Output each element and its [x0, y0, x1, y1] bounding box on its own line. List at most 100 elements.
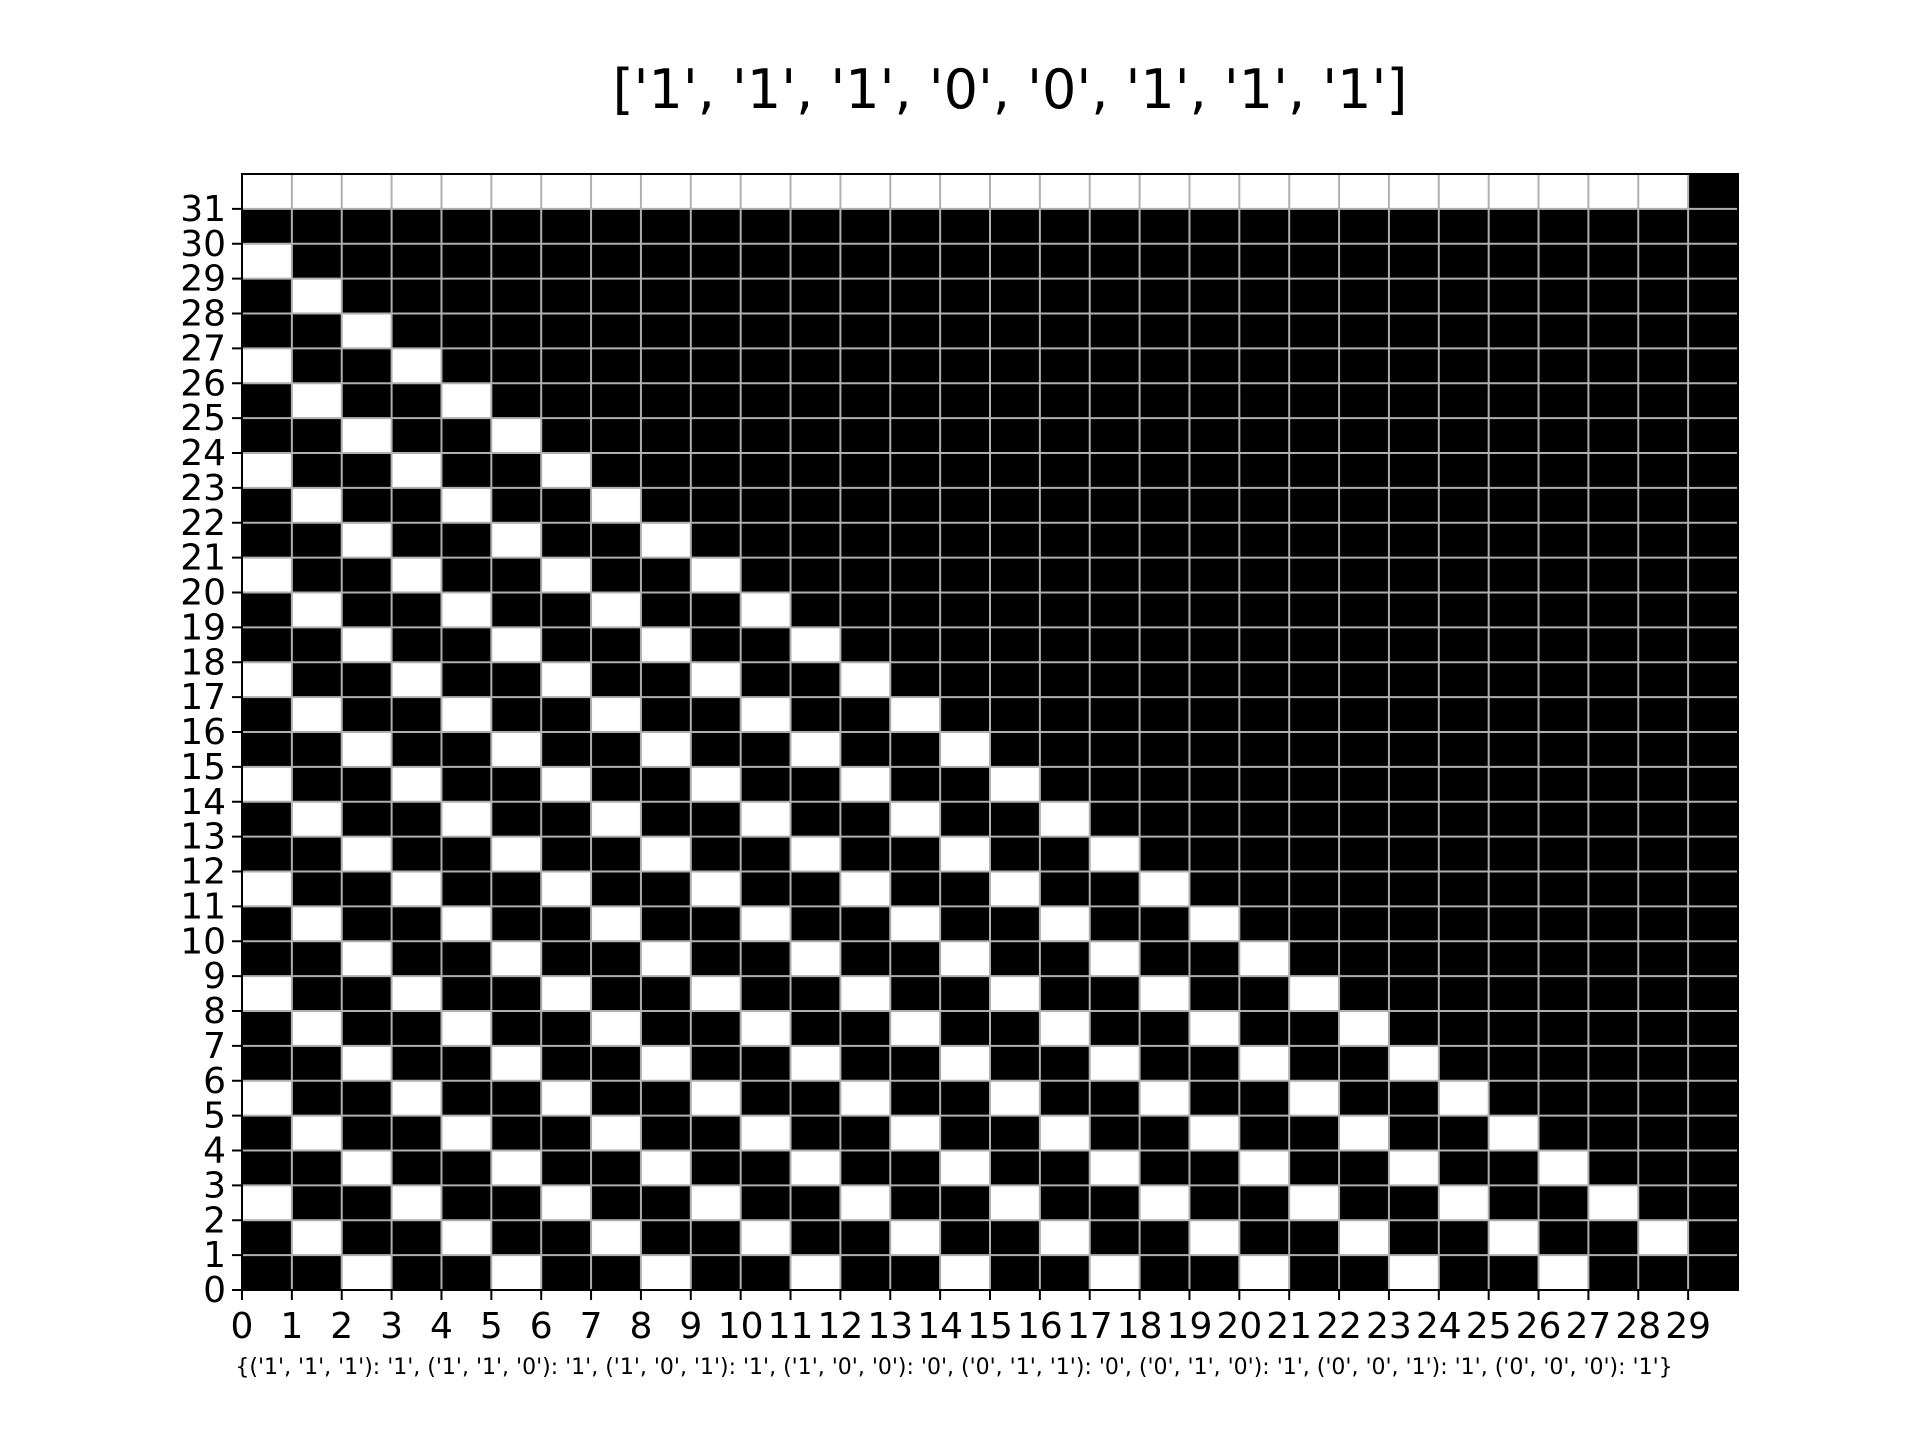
cell-25-3 — [1488, 1150, 1539, 1186]
cell-17-12 — [1089, 836, 1140, 872]
cell-20-7 — [1239, 1011, 1290, 1047]
cell-6-14 — [541, 766, 592, 803]
cell-20-16 — [1239, 697, 1290, 733]
cell-12-29 — [840, 243, 891, 279]
cell-0-17 — [242, 662, 293, 698]
cell-25-31 — [1488, 174, 1539, 210]
cell-27-31 — [1588, 174, 1639, 210]
cell-21-1 — [1289, 1220, 1340, 1256]
cell-0-11 — [242, 871, 293, 907]
cell-2-31 — [341, 174, 392, 210]
cell-1-22 — [291, 487, 343, 524]
cell-17-20 — [1089, 557, 1140, 593]
cell-12-2 — [840, 1185, 891, 1221]
cell-29-22 — [1688, 487, 1739, 524]
cell-4-17 — [441, 662, 492, 698]
cell-5-19 — [491, 592, 542, 628]
cell-17-7 — [1089, 1011, 1140, 1047]
cell-14-26 — [940, 348, 991, 384]
cell-12-15 — [840, 732, 891, 768]
cell-6-23 — [541, 453, 592, 489]
cell-4-16 — [441, 697, 492, 733]
cell-16-21 — [1039, 522, 1091, 558]
cell-4-26 — [441, 348, 492, 384]
cell-10-12 — [740, 836, 791, 872]
cell-10-22 — [740, 487, 791, 524]
cell-1-30 — [291, 208, 343, 245]
cell-19-7 — [1189, 1011, 1240, 1047]
cell-3-20 — [391, 557, 442, 593]
cell-10-19 — [740, 592, 791, 628]
cell-7-16 — [591, 697, 642, 733]
cell-12-18 — [840, 627, 891, 663]
cell-17-24 — [1089, 418, 1140, 454]
cell-1-14 — [291, 766, 343, 803]
cell-2-28 — [341, 278, 392, 314]
cell-9-7 — [690, 1011, 741, 1047]
cell-20-12 — [1239, 836, 1290, 872]
cell-16-17 — [1039, 662, 1091, 698]
cell-17-23 — [1089, 453, 1140, 489]
cell-14-12 — [940, 836, 991, 872]
cell-17-13 — [1089, 801, 1140, 837]
cell-19-29 — [1189, 243, 1240, 279]
y-tick-label-27: 27 — [180, 328, 226, 369]
cell-29-5 — [1688, 1080, 1739, 1116]
cell-29-30 — [1688, 208, 1739, 245]
cell-22-3 — [1339, 1150, 1390, 1186]
chart-title: ['1', '1', '1', '0', '0', '1', '1', '1'] — [613, 58, 1408, 121]
cell-20-6 — [1239, 1045, 1290, 1082]
cell-1-27 — [291, 313, 343, 349]
cell-29-2 — [1688, 1185, 1739, 1221]
cell-20-14 — [1239, 766, 1290, 803]
cell-6-31 — [541, 174, 592, 210]
cell-14-15 — [940, 732, 991, 768]
cell-1-11 — [291, 871, 343, 907]
cell-13-20 — [890, 557, 941, 593]
cell-13-18 — [890, 627, 941, 663]
cell-23-27 — [1388, 313, 1440, 349]
cell-12-11 — [840, 871, 891, 907]
cell-18-24 — [1139, 418, 1190, 454]
cell-24-3 — [1438, 1150, 1489, 1186]
cell-7-18 — [591, 627, 642, 663]
cell-9-6 — [690, 1045, 741, 1082]
cell-18-18 — [1139, 627, 1190, 663]
cell-13-29 — [890, 243, 941, 279]
cell-2-9 — [341, 941, 392, 977]
cell-16-16 — [1039, 697, 1091, 733]
cell-3-13 — [391, 801, 442, 837]
cell-1-12 — [291, 836, 343, 872]
cell-12-23 — [840, 453, 891, 489]
cell-8-19 — [640, 592, 692, 628]
cell-19-25 — [1189, 383, 1240, 419]
cell-25-10 — [1488, 906, 1539, 942]
cell-25-14 — [1488, 766, 1539, 803]
cell-6-25 — [541, 383, 592, 419]
cell-3-25 — [391, 383, 442, 419]
cell-16-11 — [1039, 871, 1091, 907]
cell-2-15 — [341, 732, 392, 768]
cell-9-12 — [690, 836, 741, 872]
cell-12-17 — [840, 662, 891, 698]
cell-25-30 — [1488, 208, 1539, 245]
cell-14-0 — [940, 1255, 991, 1291]
cell-22-6 — [1339, 1045, 1390, 1082]
cell-8-24 — [640, 418, 692, 454]
cell-15-22 — [990, 487, 1041, 524]
cell-28-21 — [1638, 522, 1689, 558]
cell-13-31 — [890, 174, 941, 210]
cell-16-18 — [1039, 627, 1091, 663]
y-tick-label-6: 6 — [203, 1061, 226, 1102]
cell-29-17 — [1688, 662, 1739, 698]
cell-8-28 — [640, 278, 692, 314]
cell-24-23 — [1438, 453, 1489, 489]
cell-4-24 — [441, 418, 492, 454]
cell-24-20 — [1438, 557, 1489, 593]
cell-28-26 — [1638, 348, 1689, 384]
cell-5-23 — [491, 453, 542, 489]
cell-6-29 — [541, 243, 592, 279]
x-tick-label-29: 29 — [1665, 1306, 1711, 1347]
cell-8-3 — [640, 1150, 692, 1186]
cell-15-26 — [990, 348, 1041, 384]
